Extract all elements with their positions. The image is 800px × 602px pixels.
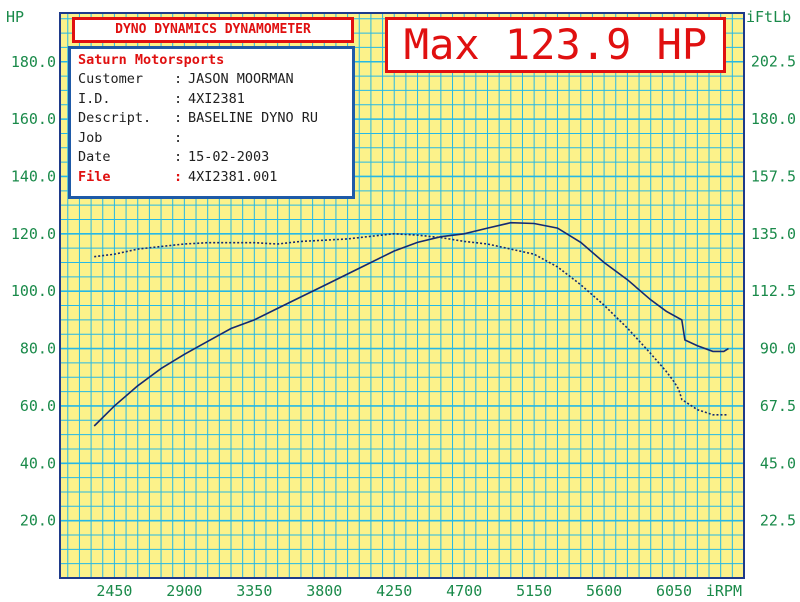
y-left-tick-label: 100.0	[11, 282, 56, 300]
info-key: Date	[78, 149, 111, 165]
torque-curve	[94, 232, 729, 416]
y-left-tick-label: 160.0	[11, 110, 56, 128]
info-panel: Saturn Motorsports Customer : JASON MOOR…	[68, 46, 355, 199]
power-curve	[93, 221, 729, 427]
y-right-tick-label: 180.0	[751, 110, 796, 128]
y-left-tick-label: 20.0	[20, 512, 56, 530]
info-key: Customer	[78, 71, 144, 87]
x-tick-label: 3800	[306, 582, 342, 600]
dyno-title-box: DYNO DYNAMICS DYNAMOMETER	[72, 17, 354, 43]
y-right-tick-label: 22.5	[760, 512, 796, 530]
axis-labels: HP iFtLb 20.0 40.0 60.0 80.0 100.0 120.0 140.0 16…	[6, 8, 796, 600]
info-row-id: I.D. : 4XI2381	[78, 90, 352, 110]
x-tick-label: 3350	[236, 582, 272, 600]
y-right-tick-label: 157.5	[751, 167, 796, 185]
y-left-tick-label: 40.0	[20, 454, 56, 472]
x-unit-label: iRPM	[706, 582, 742, 600]
y-left-axis-label: HP	[6, 8, 24, 26]
info-colon: :	[174, 71, 183, 87]
info-value: 15-02-2003	[188, 149, 270, 165]
info-row-customer: Customer : JASON MOORMAN	[78, 70, 352, 90]
x-tick-label: 6050	[656, 582, 692, 600]
y-right-tick-label: 112.5	[751, 282, 796, 300]
y-right-tick-label: 67.5	[760, 397, 796, 415]
info-row-date: Date : 15-02-2003	[78, 148, 352, 168]
info-value: JASON MOORMAN	[188, 71, 294, 87]
y-left-tick-label: 140.0	[11, 167, 56, 185]
info-value: 4XI2381.001	[188, 168, 278, 185]
max-hp-box: Max 123.9 HP	[385, 17, 726, 73]
y-right-tick-label: 45.0	[760, 454, 796, 472]
dyno-title: DYNO DYNAMICS DYNAMOMETER	[115, 22, 311, 37]
max-hp-label: Max 123.9 HP	[403, 20, 708, 69]
info-colon: :	[174, 149, 183, 165]
series-group	[93, 221, 729, 427]
x-tick-label: 4700	[446, 582, 482, 600]
info-colon: :	[174, 129, 183, 146]
y-right-tick-label: 135.0	[751, 225, 796, 243]
info-colon: :	[174, 168, 183, 185]
info-key: I.D.	[78, 90, 111, 107]
x-tick-label: 2450	[96, 582, 132, 600]
info-key: File	[78, 168, 111, 185]
x-tick-label: 4250	[376, 582, 412, 600]
x-tick-label: 5150	[516, 582, 552, 600]
x-tick-label: 2900	[166, 582, 202, 600]
info-colon: :	[174, 110, 183, 126]
info-value: BASELINE DYNO RU	[188, 110, 319, 126]
info-row-descript: Descript. : BASELINE DYNO RU	[78, 109, 352, 129]
plot-border	[59, 12, 745, 579]
info-key: Descript.	[78, 110, 152, 126]
x-tick-label: 5600	[586, 582, 622, 600]
info-value: 4XI2381	[188, 90, 245, 107]
info-key: Job	[78, 129, 103, 146]
y-right-axis-label: iFtLb	[746, 8, 791, 26]
shop-name: Saturn Motorsports	[78, 52, 225, 68]
plot-frame	[59, 12, 745, 579]
y-right-tick-label: 202.5	[751, 53, 796, 71]
y-left-tick-label: 80.0	[20, 340, 56, 358]
y-left-tick-label: 120.0	[11, 225, 56, 243]
y-left-tick-label: 60.0	[20, 397, 56, 415]
info-colon: :	[174, 90, 183, 107]
y-right-tick-label: 90.0	[760, 340, 796, 358]
info-row-job: Job :	[78, 129, 352, 149]
y-left-tick-label: 180.0	[11, 53, 56, 71]
info-row-file: File : 4XI2381.001	[78, 168, 352, 188]
